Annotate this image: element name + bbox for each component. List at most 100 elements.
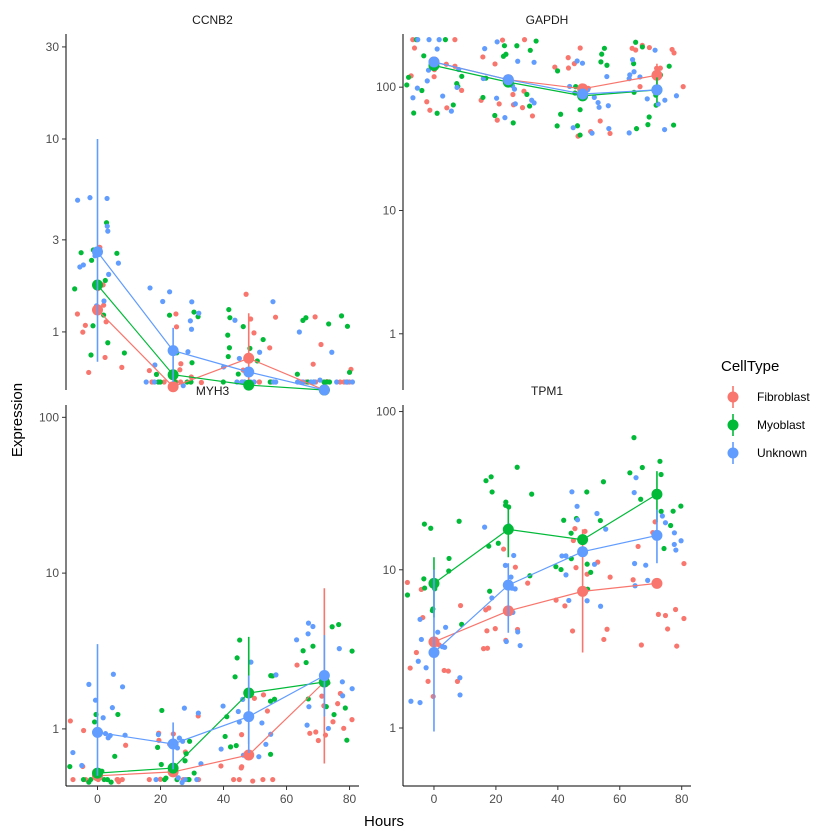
raw-points xyxy=(404,435,687,706)
raw-point xyxy=(572,526,578,532)
raw-point xyxy=(657,65,663,71)
raw-point xyxy=(227,315,233,321)
raw-point xyxy=(119,684,126,690)
raw-point xyxy=(554,123,560,129)
raw-point xyxy=(655,101,661,107)
raw-point xyxy=(349,717,355,723)
raw-point xyxy=(643,562,649,568)
mean-point xyxy=(167,738,179,750)
raw-point xyxy=(77,264,83,270)
raw-point xyxy=(644,96,650,102)
raw-point xyxy=(305,620,312,626)
raw-point xyxy=(424,78,430,84)
raw-point xyxy=(582,528,588,534)
raw-point xyxy=(166,312,173,318)
y-tick-label: 1 xyxy=(52,325,59,339)
raw-point xyxy=(553,564,559,570)
raw-point xyxy=(659,513,665,519)
x-tick-label: 60 xyxy=(280,792,294,806)
raw-point xyxy=(185,349,191,355)
raw-point xyxy=(340,693,346,699)
raw-point xyxy=(492,112,498,119)
raw-point xyxy=(448,108,454,114)
facet-myh3: MYH3 0 20 40 60 80 1 10 100 xyxy=(39,384,359,806)
raw-point xyxy=(82,322,88,328)
raw-point xyxy=(670,122,677,128)
mean-point xyxy=(243,379,255,391)
raw-point xyxy=(110,671,116,677)
raw-point xyxy=(577,132,583,138)
legend-title: CellType xyxy=(721,358,779,375)
x-tick-label: 80 xyxy=(343,792,357,806)
raw-point xyxy=(248,659,254,665)
series-fibroblast xyxy=(92,304,330,396)
raw-point xyxy=(325,725,331,732)
raw-point xyxy=(338,313,345,319)
raw-point xyxy=(151,379,158,385)
raw-point xyxy=(559,553,565,559)
y-tick-label: 1 xyxy=(389,721,396,735)
series-line xyxy=(97,681,325,777)
raw-point xyxy=(310,623,316,630)
raw-point xyxy=(681,560,687,567)
raw-point xyxy=(101,298,107,304)
raw-point xyxy=(646,44,652,51)
raw-point xyxy=(670,508,676,514)
raw-point xyxy=(678,538,684,544)
raw-point xyxy=(566,597,572,604)
raw-point xyxy=(423,665,429,671)
raw-point xyxy=(424,99,430,105)
raw-point xyxy=(336,646,342,652)
raw-point xyxy=(121,350,127,356)
legend: CellType Fibroblast Myoblast Unknown xyxy=(721,358,810,464)
raw-point xyxy=(236,355,242,362)
raw-point xyxy=(500,546,507,552)
raw-point xyxy=(422,585,428,591)
raw-point xyxy=(329,349,335,355)
legend-label: Myoblast xyxy=(757,418,806,432)
legend-entry-fibroblast: Fibroblast xyxy=(727,386,810,408)
raw-points xyxy=(404,37,686,139)
raw-point xyxy=(88,257,95,263)
mean-point xyxy=(167,345,179,357)
mean-point xyxy=(502,579,514,591)
raw-point xyxy=(577,45,583,51)
raw-point xyxy=(421,576,427,582)
y-tick-label: 1 xyxy=(52,722,59,736)
raw-point xyxy=(579,60,586,66)
raw-point xyxy=(102,277,108,284)
raw-point xyxy=(599,51,605,57)
x-tick-label: 60 xyxy=(613,792,627,806)
y-tick-label: 1 xyxy=(389,327,396,341)
raw-point xyxy=(510,91,516,98)
raw-point xyxy=(267,698,274,704)
raw-point xyxy=(70,749,76,756)
y-tick-label: 10 xyxy=(46,132,60,146)
raw-point xyxy=(601,636,607,643)
raw-point xyxy=(88,352,94,358)
raw-point xyxy=(256,754,262,760)
raw-point xyxy=(101,302,107,308)
raw-point xyxy=(153,371,160,377)
raw-point xyxy=(173,311,179,317)
raw-point xyxy=(633,39,639,45)
raw-point xyxy=(494,39,500,45)
raw-point xyxy=(531,59,537,65)
raw-point xyxy=(154,744,161,750)
raw-point xyxy=(336,621,342,628)
raw-point xyxy=(558,566,564,573)
raw-point xyxy=(306,704,312,710)
raw-point xyxy=(307,730,313,736)
raw-point xyxy=(194,776,200,783)
legend-key-point xyxy=(727,419,739,431)
y-tick-label: 10 xyxy=(383,203,397,217)
series-fibroblast xyxy=(428,529,663,653)
raw-point xyxy=(631,489,637,496)
raw-point xyxy=(260,336,266,343)
raw-point xyxy=(250,778,256,784)
raw-point xyxy=(480,646,487,652)
raw-point xyxy=(310,643,316,649)
raw-point xyxy=(415,37,421,43)
raw-point xyxy=(646,114,652,120)
series-line xyxy=(97,675,325,745)
